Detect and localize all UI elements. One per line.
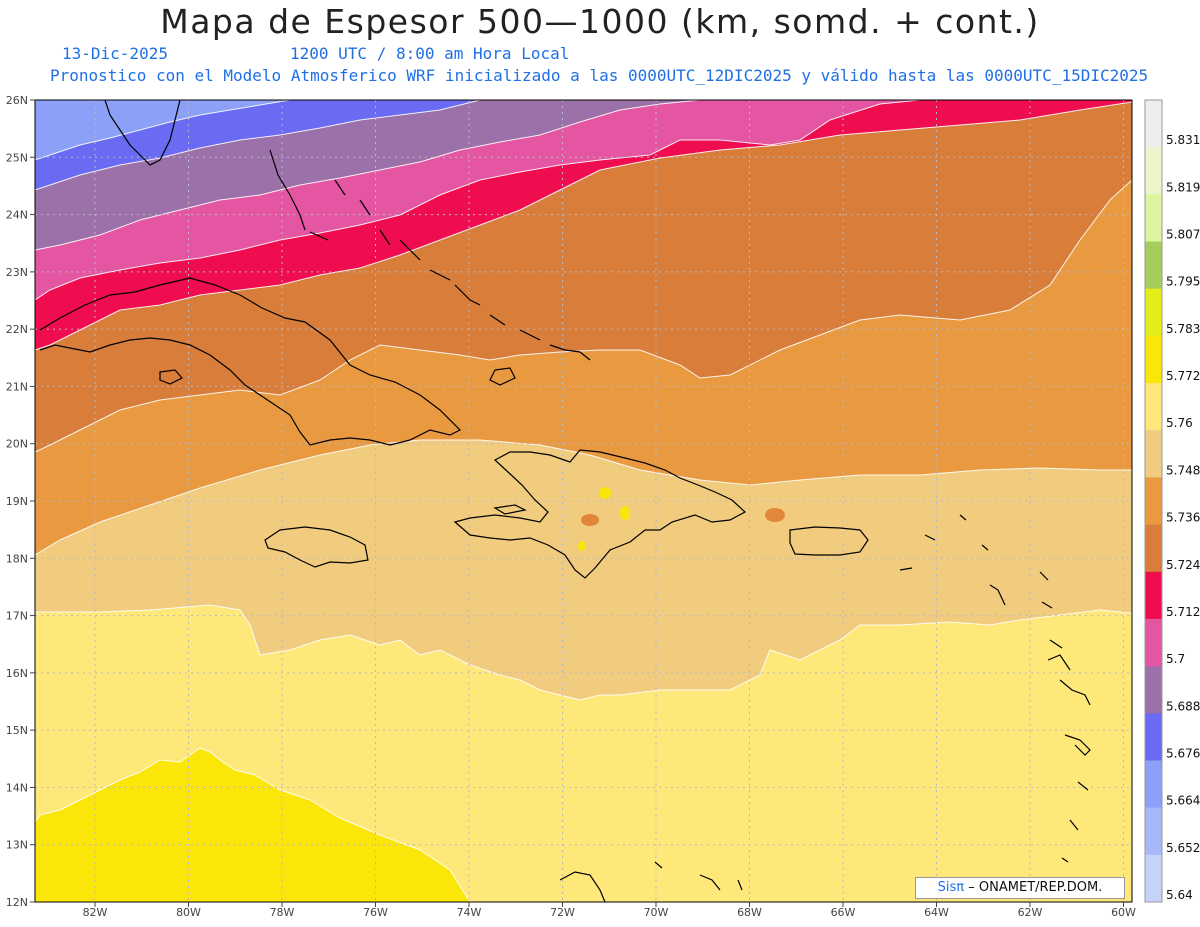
map-title: Mapa de Espesor 500—1000 (km, somd. + co… <box>160 2 1040 41</box>
forecast-date: 13-Dic-2025 <box>62 44 168 63</box>
coastline-cuba <box>39 277 462 446</box>
local-maxima-patches <box>578 487 785 551</box>
model-description: Pronostico con el Modelo Atmosferico WRF… <box>50 66 1149 85</box>
colorbar-swatch <box>1145 194 1162 243</box>
colorbar-swatch <box>1145 430 1162 478</box>
coastline-isla-juventud <box>159 369 183 385</box>
colorbar-label: 5.664 <box>1166 794 1200 808</box>
patch-5772 <box>620 506 630 520</box>
latitude-label: 18N <box>6 552 28 565</box>
band-5748 <box>35 440 1132 700</box>
patch-5772 <box>578 541 586 551</box>
latitude-label: 24N <box>6 209 28 222</box>
colorbar-swatch <box>1145 760 1162 809</box>
colorbar-label: 5.76 <box>1166 416 1193 430</box>
credit-text: – ONAMET/REP.DOM. <box>968 880 1103 895</box>
colorbar-label: 5.712 <box>1166 605 1200 619</box>
colorbar-label: 5.64 <box>1166 888 1193 902</box>
coastlines <box>39 100 1091 902</box>
latitude-label: 14N <box>6 781 28 794</box>
colorbar-label: 5.652 <box>1166 841 1200 855</box>
colorbar-swatch <box>1145 241 1162 290</box>
colorbar-swatch <box>1145 713 1162 761</box>
coastline-jamaica <box>264 526 369 568</box>
sispi-logo: Sisπ <box>937 880 965 895</box>
colorbar-swatch <box>1145 666 1162 714</box>
colorbar-swatch <box>1145 854 1162 903</box>
latitude-label: 22N <box>6 323 28 336</box>
forecast-time: 1200 UTC / 8:00 am Hora Local <box>290 44 570 63</box>
colorbar-label: 5.736 <box>1166 511 1200 525</box>
colorbar-label: 5.807 <box>1166 228 1200 242</box>
latitude-labels: 26N 25N 24N 23N 22N 21N 20N 19N 18N 17N 16N 15N 14N 1… <box>6 94 35 909</box>
colorbar-label: 5.783 <box>1166 322 1200 336</box>
latitude-label: 12N <box>6 896 28 909</box>
colorbar-swatch <box>1145 335 1162 384</box>
colorbar-swatch <box>1145 807 1162 856</box>
colorbar-label: 5.795 <box>1166 275 1200 289</box>
band-5664 <box>35 100 290 160</box>
longitude-label: 66W <box>831 906 856 919</box>
colorbar-swatch <box>1145 571 1162 620</box>
colorbar-swatch <box>1145 100 1162 148</box>
coastline-antilles <box>559 514 1091 902</box>
latitude-label: 13N <box>6 839 28 852</box>
band-5772 <box>35 748 470 902</box>
colorbar-label: 5.831 <box>1166 133 1200 147</box>
coastline-hispaniola <box>453 449 747 579</box>
contour-lines <box>35 100 1132 902</box>
longitude-label: 60W <box>1111 906 1136 919</box>
colorbar-label: 5.676 <box>1166 746 1200 760</box>
latitude-label: 23N <box>6 266 28 279</box>
longitude-label: 74W <box>457 906 482 919</box>
colorbar-frame <box>1144 99 1163 903</box>
colorbar-label: 5.7 <box>1166 652 1185 666</box>
longitude-label: 70W <box>644 906 669 919</box>
longitude-label: 78W <box>270 906 295 919</box>
latitude-label: 21N <box>6 380 28 393</box>
colorbar-label: 5.688 <box>1166 699 1200 713</box>
credit-box: Sisπ – ONAMET/REP.DOM. <box>915 877 1125 899</box>
colorbar-swatch <box>1145 288 1162 337</box>
longitude-label: 68W <box>737 906 762 919</box>
colorbar-swatch <box>1145 477 1162 526</box>
colorbar-swatch <box>1145 524 1162 573</box>
longitude-label: 80W <box>176 906 201 919</box>
colorbar-label: 5.748 <box>1166 463 1200 477</box>
coastline-puerto-rico <box>789 526 869 556</box>
longitude-label: 72W <box>550 906 575 919</box>
patch-5724 <box>765 508 785 522</box>
colorbar-swatch <box>1145 147 1162 195</box>
longitude-label: 64W <box>924 906 949 919</box>
latitude-label: 26N <box>6 94 28 107</box>
patch-5772 <box>599 487 611 499</box>
colorbar-swatch <box>1145 618 1162 667</box>
colorbar <box>1144 99 1163 903</box>
latitude-label: 20N <box>6 438 28 451</box>
graticule <box>35 99 1132 903</box>
coastline-bahamas <box>269 149 591 386</box>
longitude-label: 62W <box>1018 906 1043 919</box>
filled-contours <box>35 100 1132 902</box>
latitude-label: 25N <box>6 151 28 164</box>
longitude-label: 76W <box>363 906 388 919</box>
coastline-gonave <box>493 504 527 515</box>
latitude-label: 17N <box>6 610 28 623</box>
colorbar-labels: 5.831 5.819 5.807 5.795 5.783 5.772 5.76 5.748 5… <box>1166 133 1200 902</box>
colorbar-label: 5.724 <box>1166 558 1200 572</box>
latitude-label: 15N <box>6 724 28 737</box>
band-5652 <box>35 100 120 114</box>
colorbar-swatch <box>1145 383 1162 431</box>
coastline-florida <box>104 100 181 166</box>
latitude-label: 16N <box>6 667 28 680</box>
longitude-labels: 82W 80W 78W 76W 74W 72W 70W 68W 66W 64W 62W 60W <box>83 902 1136 919</box>
patch-5724 <box>581 514 599 526</box>
latitude-label: 19N <box>6 495 28 508</box>
colorbar-label: 5.772 <box>1166 369 1200 383</box>
colorbar-label: 5.819 <box>1166 180 1200 194</box>
longitude-label: 82W <box>83 906 108 919</box>
